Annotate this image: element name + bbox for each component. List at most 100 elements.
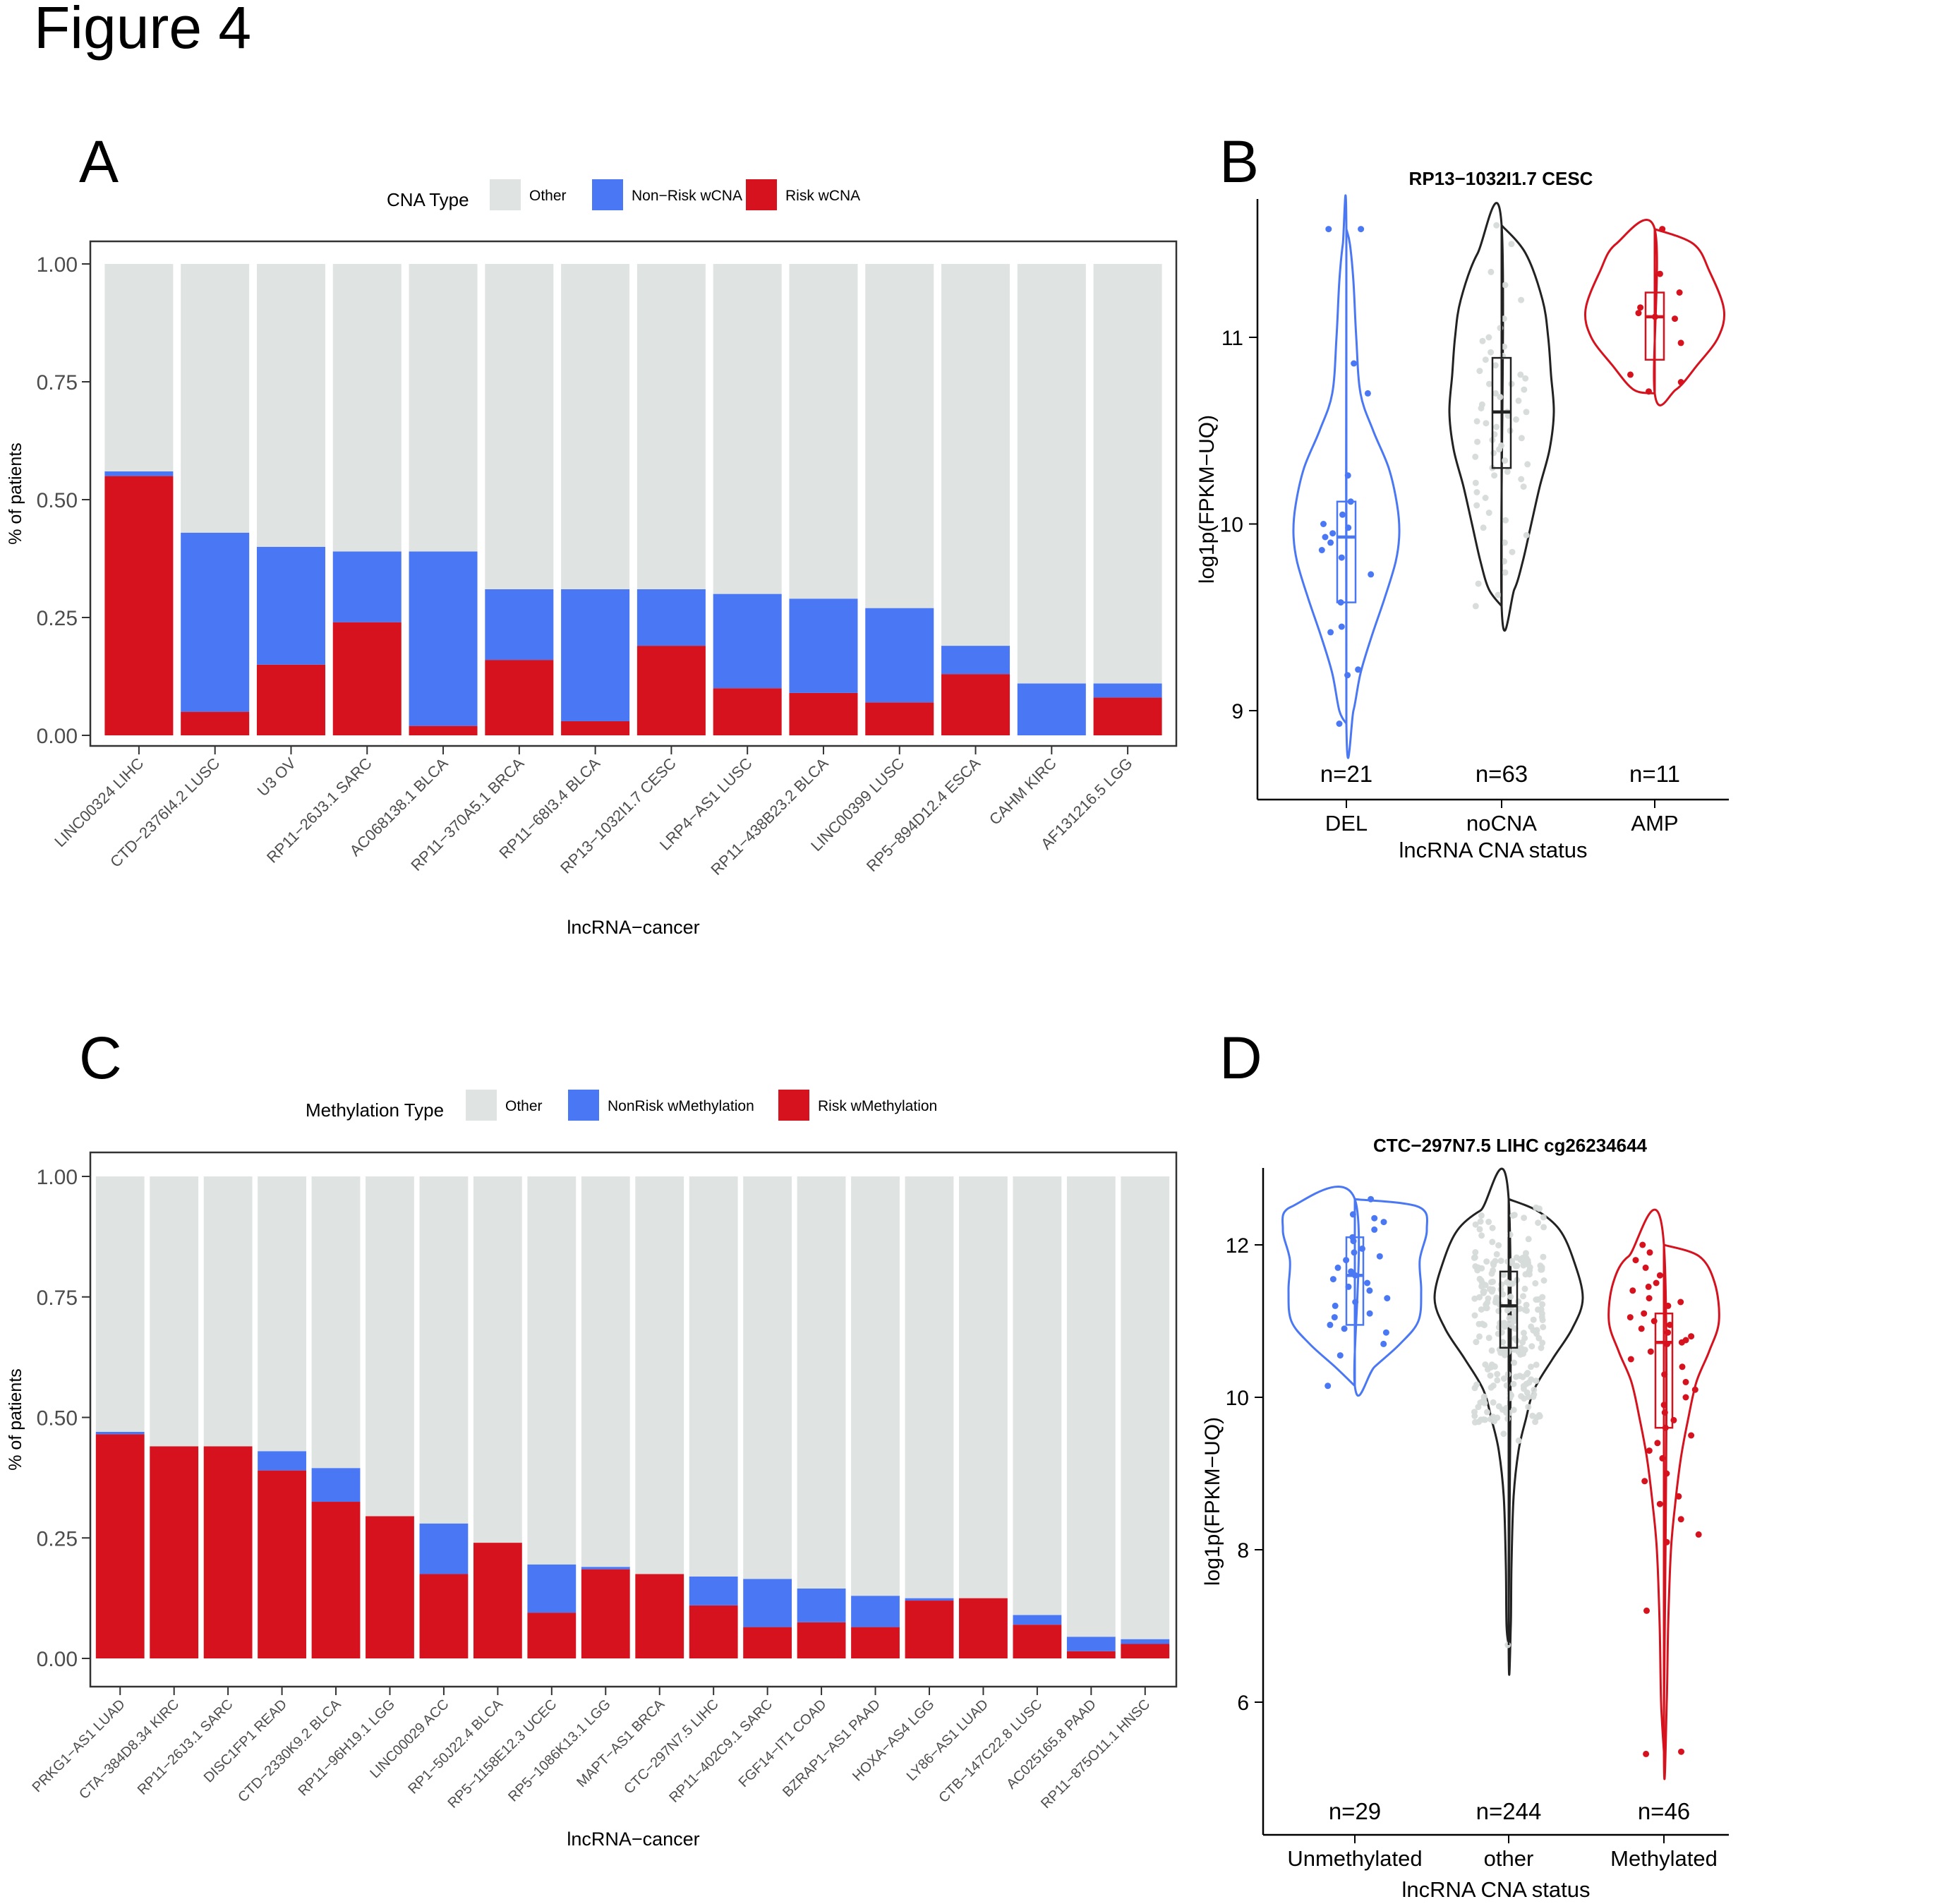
data-point-other xyxy=(1525,1260,1532,1267)
panel-b-cna-violin-plot: B RP13−1032I1.7 CESC 9 10 11 log1p(FPKM−UQ) ln… xyxy=(1195,128,1729,862)
data-point-other xyxy=(1476,1226,1483,1233)
data-point-other xyxy=(1499,1406,1506,1413)
data-point-nocna xyxy=(1515,397,1522,404)
data-point-nocna xyxy=(1483,420,1490,427)
data-point-nocna xyxy=(1488,349,1495,356)
bar-non-risk-wcna-rp11-438b23-2-blca xyxy=(789,598,858,693)
data-point-del xyxy=(1364,390,1371,397)
data-point-other xyxy=(1471,1409,1478,1416)
bar-other-hoxa-as4-lgg xyxy=(905,1176,954,1598)
data-point-methylated xyxy=(1653,1279,1660,1287)
data-point-other xyxy=(1520,1330,1527,1337)
data-point-amp xyxy=(1677,379,1684,385)
count-label-unmethylated: n=29 xyxy=(1329,1798,1381,1824)
data-point-del xyxy=(1338,623,1345,630)
data-point-nocna xyxy=(1501,343,1508,350)
data-point-methylated xyxy=(1656,1272,1663,1279)
data-point-methylated xyxy=(1646,1249,1653,1256)
data-point-other xyxy=(1510,1380,1517,1387)
data-point-del xyxy=(1327,629,1334,636)
data-point-other xyxy=(1519,1339,1526,1346)
data-point-other xyxy=(1477,1218,1484,1225)
data-point-nocna xyxy=(1518,435,1525,442)
panel-a-cna-bar-chart: A CNA Type Other Non−Risk wCNA Risk wCNA 0.00… xyxy=(6,128,1178,938)
data-point-amp xyxy=(1659,226,1666,233)
bar-risk-wcna-af131216-5-lgg xyxy=(1093,697,1162,735)
bar-risk-wmethylation-fgf14-it1-coad xyxy=(797,1622,846,1658)
data-point-methylated xyxy=(1646,1295,1653,1302)
bar-non-risk-wcna-ctd-2376i4-2-lusc xyxy=(181,532,250,712)
bar-other-rp11-68i3-4-blca xyxy=(561,264,630,589)
legend-key-other xyxy=(466,1090,497,1121)
legend-label-risk-wmethylation: Risk wMethylation xyxy=(818,1098,937,1114)
data-point-methylated xyxy=(1665,1302,1672,1309)
bar-nonrisk-wmethylation-rp5-1158e12-3-ucec xyxy=(527,1564,577,1613)
bar-other-ctc-297n7-5-lihc xyxy=(689,1176,738,1577)
bar-risk-wmethylation-linc00029-acc xyxy=(419,1574,469,1658)
bar-risk-wmethylation-disc1fp1-read xyxy=(258,1470,306,1658)
x-tick-label-rp5-1086k13-1-lgg: RP5−1086K13.1 LGG xyxy=(505,1697,614,1805)
data-point-other xyxy=(1471,1312,1478,1319)
data-point-other xyxy=(1504,1307,1511,1314)
bar-other-bzrap1-as1-paad xyxy=(851,1176,900,1596)
panel-letter-c: C xyxy=(79,1025,122,1091)
data-point-other xyxy=(1479,1279,1486,1287)
data-point-other xyxy=(1515,1437,1522,1444)
bar-nonrisk-wmethylation-prkg1-as1-luad xyxy=(95,1431,145,1435)
violin-unmethylated xyxy=(1281,1186,1429,1397)
data-point-nocna xyxy=(1485,334,1492,341)
y-axis-label: % of patients xyxy=(6,1368,25,1471)
x-tick-label-mapt-as1-brca: MAPT−AS1 BRCA xyxy=(574,1697,668,1791)
data-point-nocna xyxy=(1473,489,1480,495)
data-point-other xyxy=(1502,1323,1508,1330)
x-tick-label-u3-ov: U3 OV xyxy=(254,754,300,800)
bar-other-rp11-96h19-1-lgg xyxy=(366,1176,414,1517)
data-point-amp xyxy=(1637,304,1644,311)
data-point-del xyxy=(1351,360,1358,367)
data-point-nocna xyxy=(1473,418,1480,425)
data-point-other xyxy=(1513,1254,1520,1261)
bar-risk-wmethylation-ctd-2330k9-2-blca xyxy=(311,1502,361,1658)
x-tick-label-amp: AMP xyxy=(1631,811,1678,836)
bar-other-rp5-1086k13-1-lgg xyxy=(581,1176,630,1567)
bar-non-risk-wcna-linc00324-lihc xyxy=(104,471,174,476)
bar-other-cahm-kirc xyxy=(1017,264,1086,684)
data-point-other xyxy=(1471,1254,1478,1261)
box-del xyxy=(1336,500,1357,603)
bar-non-risk-wcna-rp5-894d12-4-esca xyxy=(941,646,1010,675)
data-point-methylated xyxy=(1661,1409,1668,1416)
data-point-other xyxy=(1530,1327,1537,1334)
panel-c-methylation-bar-chart: C Methylation Type Other NonRisk wMethylati… xyxy=(6,1025,1178,1850)
bar-risk-wmethylation-ctb-147c22-8-lusc xyxy=(1013,1625,1062,1658)
data-point-other xyxy=(1480,1393,1488,1400)
data-point-del xyxy=(1329,530,1336,537)
bar-risk-wmethylation-rp11-875o11-1-hnsc xyxy=(1121,1644,1170,1658)
data-point-nocna xyxy=(1504,468,1511,475)
x-axis-label: lncRNA−cancer xyxy=(567,917,699,938)
panel-letter-d: D xyxy=(1219,1025,1262,1091)
legend-label-non-risk-wcna: Non−Risk wCNA xyxy=(632,188,742,204)
bar-other-cta-384d8-34-kirc xyxy=(150,1176,199,1447)
bar-other-rp13-1032i1-7-cesc xyxy=(636,264,706,589)
data-point-methylated xyxy=(1641,1310,1648,1317)
bar-other-ctd-2330k9-2-blca xyxy=(311,1176,361,1469)
plot-title: CTC−297N7.5 LIHC cg26234644 xyxy=(1373,1135,1648,1156)
data-point-other xyxy=(1530,1316,1537,1323)
data-point-del xyxy=(1318,547,1325,553)
data-point-other xyxy=(1485,1218,1492,1225)
data-point-methylated xyxy=(1629,1287,1636,1294)
x-tick-label-other: other xyxy=(1484,1846,1534,1871)
data-point-other xyxy=(1478,1212,1485,1219)
data-point-other xyxy=(1489,1239,1496,1246)
data-point-other xyxy=(1517,1344,1524,1351)
bar-risk-wmethylation-bzrap1-as1-paad xyxy=(851,1627,900,1658)
data-point-other xyxy=(1495,1242,1502,1249)
data-point-unmethylated xyxy=(1332,1302,1339,1309)
data-point-other xyxy=(1511,1318,1518,1325)
data-point-methylated xyxy=(1638,1325,1645,1332)
data-point-unmethylated xyxy=(1368,1195,1375,1203)
data-point-nocna xyxy=(1475,580,1482,587)
x-tick-label-rp1-50j22-4-blca: RP1−50J22.4 BLCA xyxy=(405,1697,506,1797)
y-tick-label: 0.25 xyxy=(37,607,78,630)
data-point-unmethylated xyxy=(1371,1226,1378,1233)
